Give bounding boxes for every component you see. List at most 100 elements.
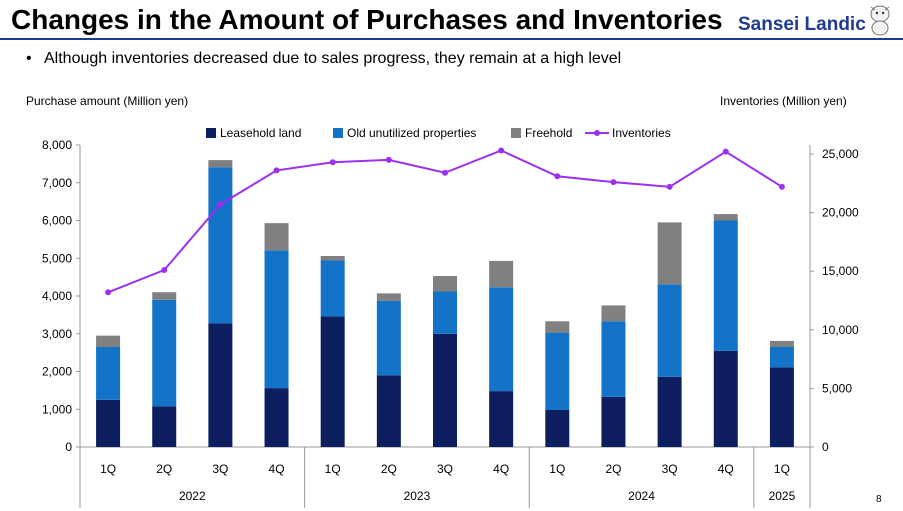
- bar-freehold: [208, 160, 233, 168]
- bar-leasehold-land: [96, 399, 121, 447]
- x-tick-label: 3Q: [437, 462, 453, 476]
- legend-label: Leasehold land: [220, 126, 301, 140]
- bar-old-unutilized-properties: [601, 321, 626, 397]
- x-tick-label: 3Q: [662, 462, 678, 476]
- inventories-point: [442, 169, 448, 176]
- left-axis-tick-label: 4,000: [42, 289, 72, 303]
- bar-old-unutilized-properties: [489, 287, 514, 392]
- inventories-point: [161, 267, 168, 274]
- header-rule: [0, 38, 903, 40]
- bar-old-unutilized-properties: [657, 284, 682, 377]
- inventories-point: [498, 147, 505, 154]
- year-label: 2022: [179, 489, 206, 503]
- bar-old-unutilized-properties: [769, 346, 794, 368]
- bar-leasehold-land: [713, 350, 738, 447]
- inventories-point: [217, 201, 224, 208]
- bar-leasehold-land: [320, 316, 345, 447]
- left-axis-tick-label: 5,000: [42, 251, 72, 265]
- inventories-point: [385, 156, 392, 163]
- x-tick-label: 2Q: [605, 462, 621, 476]
- right-axis-tick-label: 5,000: [822, 381, 852, 395]
- bullet-marker: •: [26, 50, 32, 67]
- bar-old-unutilized-properties: [152, 299, 177, 407]
- bar-freehold: [264, 223, 289, 251]
- year-label: 2024: [628, 489, 655, 503]
- bar-leasehold-land: [489, 391, 514, 447]
- left-axis-tick-label: 2,000: [42, 365, 72, 379]
- bar-leasehold-land: [545, 410, 570, 447]
- x-tick-label: 1Q: [325, 462, 341, 476]
- x-tick-label: 2Q: [156, 462, 172, 476]
- right-axis-tick-label: 25,000: [822, 147, 859, 161]
- company-logo: Sansei Landic: [738, 14, 866, 35]
- bar-freehold: [96, 335, 121, 347]
- bar-freehold: [320, 255, 345, 261]
- left-axis-title: Purchase amount (Million yen): [26, 94, 189, 108]
- right-axis-tick-label: 10,000: [822, 323, 859, 337]
- left-axis-tick-label: 1,000: [42, 402, 72, 416]
- summary-bullet: • Although inventories decreased due to s…: [26, 50, 621, 68]
- left-axis-tick-label: 7,000: [42, 176, 72, 190]
- bar-leasehold-land: [152, 406, 177, 447]
- mascot-icon: [870, 5, 890, 36]
- bar-leasehold-land: [264, 388, 289, 447]
- bar-leasehold-land: [208, 323, 233, 447]
- inventories-point: [722, 148, 729, 155]
- bar-freehold: [152, 292, 177, 300]
- year-label: 2023: [404, 489, 431, 503]
- right-axis-tick-label: 20,000: [822, 206, 859, 220]
- inventories-point: [554, 173, 561, 180]
- bar-old-unutilized-properties: [96, 346, 121, 400]
- right-axis-tick-label: 15,000: [822, 264, 859, 278]
- legend-swatch: [333, 128, 343, 138]
- bar-freehold: [545, 321, 570, 333]
- legend-swatch: [206, 128, 216, 138]
- bar-old-unutilized-properties: [713, 220, 738, 351]
- left-axis-tick-label: 0: [65, 440, 72, 454]
- left-axis-tick-label: 8,000: [42, 138, 72, 152]
- right-axis-tick-label: 0: [822, 440, 829, 454]
- inventories-point: [610, 179, 617, 186]
- legend-label: Freehold: [525, 126, 572, 140]
- bullet-text: Although inventories decreased due to sa…: [44, 50, 622, 67]
- bar-freehold: [769, 340, 794, 347]
- legend-label: Old unutilized properties: [347, 126, 476, 140]
- bar-freehold: [433, 275, 457, 292]
- bar-freehold: [713, 214, 738, 221]
- x-tick-label: 1Q: [549, 462, 565, 476]
- bar-freehold: [489, 260, 514, 288]
- legend-label: Inventories: [612, 126, 671, 140]
- bar-old-unutilized-properties: [320, 260, 345, 317]
- bar-freehold: [376, 293, 401, 301]
- x-tick-label: 2Q: [381, 462, 397, 476]
- bar-leasehold-land: [601, 396, 626, 447]
- bar-leasehold-land: [769, 367, 794, 447]
- x-tick-label: 1Q: [774, 462, 790, 476]
- bar-old-unutilized-properties: [264, 250, 289, 389]
- inventories-point: [273, 167, 280, 174]
- page-number: 8: [876, 494, 882, 505]
- bar-old-unutilized-properties: [433, 291, 457, 334]
- x-tick-label: 4Q: [269, 462, 285, 476]
- x-tick-label: 1Q: [100, 462, 116, 476]
- x-tick-label: 4Q: [718, 462, 734, 476]
- inventories-point: [666, 183, 673, 190]
- bar-leasehold-land: [376, 375, 401, 447]
- bar-leasehold-land: [433, 333, 457, 447]
- bar-old-unutilized-properties: [545, 332, 570, 411]
- bar-old-unutilized-properties: [376, 300, 401, 376]
- bar-leasehold-land: [657, 376, 682, 447]
- inventories-point: [778, 183, 785, 190]
- bar-freehold: [657, 222, 682, 285]
- inventories-point: [329, 159, 336, 166]
- right-axis-title: Inventories (Million yen): [720, 94, 847, 108]
- legend-swatch-marker: [594, 130, 600, 136]
- page-title: Changes in the Amount of Purchases and I…: [11, 4, 723, 35]
- x-tick-label: 3Q: [212, 462, 228, 476]
- inventories-point: [105, 289, 112, 296]
- x-tick-label: 4Q: [493, 462, 509, 476]
- left-axis-tick-label: 3,000: [42, 327, 72, 341]
- bar-old-unutilized-properties: [208, 167, 233, 324]
- year-label: 2025: [769, 489, 796, 503]
